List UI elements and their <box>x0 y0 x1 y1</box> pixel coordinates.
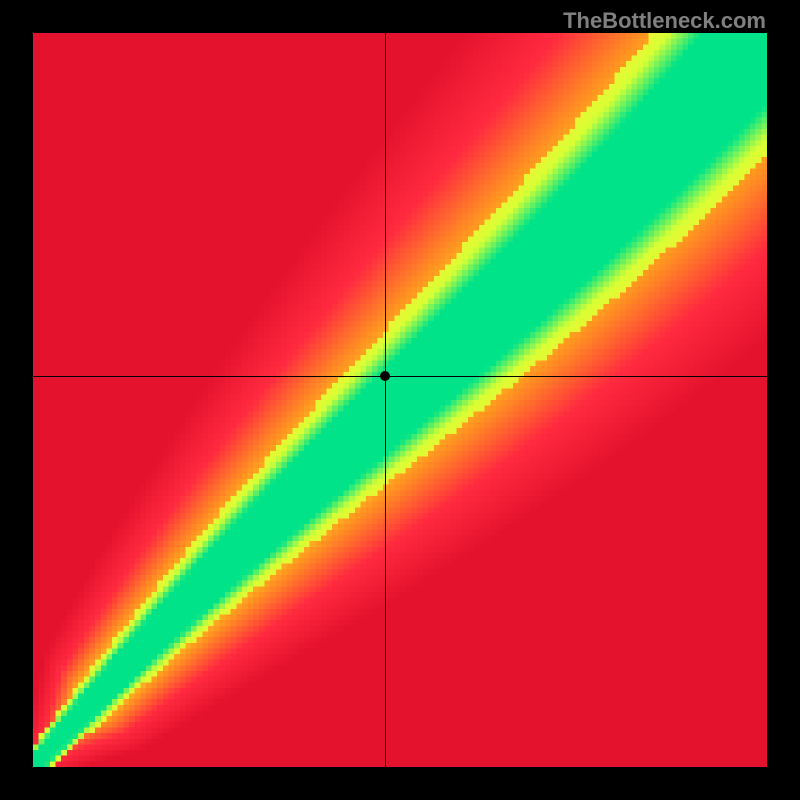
watermark-text: TheBottleneck.com <box>563 8 766 34</box>
root: TheBottleneck.com <box>0 0 800 800</box>
crosshair-horizontal <box>33 376 767 377</box>
heatmap-plot <box>33 33 767 767</box>
crosshair-vertical <box>385 33 386 767</box>
heatmap-canvas <box>33 33 767 767</box>
crosshair-marker <box>380 371 390 381</box>
